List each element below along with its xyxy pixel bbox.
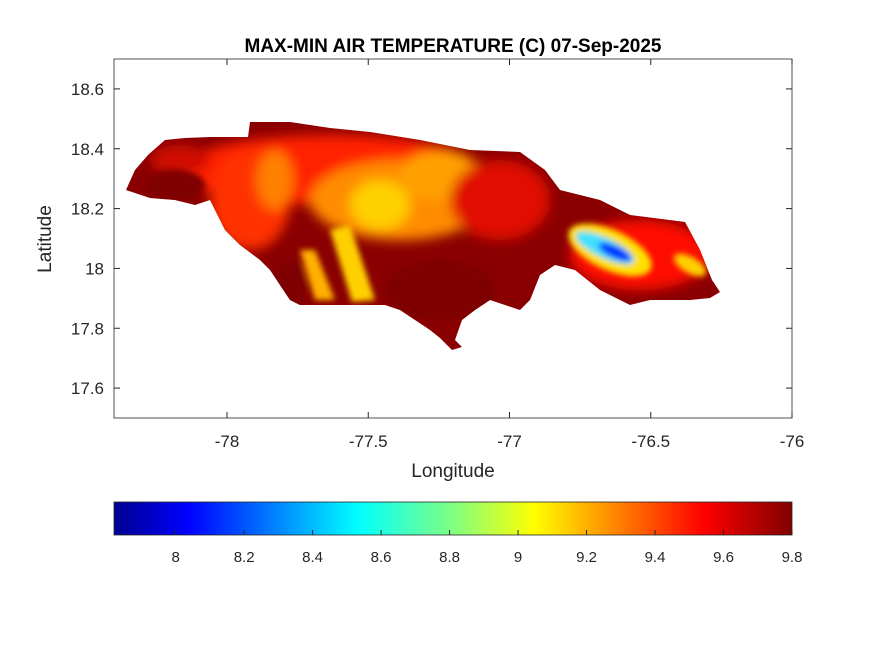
colorbar-tick-label: 9	[514, 549, 522, 566]
y-tick-label: 17.6	[71, 379, 104, 398]
colorbar-tick-label: 9.2	[576, 549, 597, 566]
field-dark-south	[385, 260, 495, 320]
y-tick-label: 18.2	[71, 200, 104, 219]
field-red-nw	[150, 145, 210, 175]
field-blue-peak	[598, 242, 632, 262]
chart-title: MAX-MIN AIR TEMPERATURE (C) 07-Sep-2025	[245, 36, 662, 57]
field-yellow-band-2	[300, 250, 335, 300]
y-tick-label: 17.8	[71, 319, 104, 338]
x-tick-label: -77	[497, 432, 522, 451]
x-tick-label: -77.5	[349, 432, 388, 451]
colorbar-tick-label: 8.4	[302, 549, 323, 566]
x-axis: -78 -77.5 -77 -76.5 -76	[215, 59, 805, 451]
x-tick-label: -78	[215, 432, 240, 451]
x-tick-label: -76.5	[631, 432, 670, 451]
colorbar-ticks: 8 8.2 8.4 8.6 8.8 9 9.2 9.4 9.6 9.8	[171, 530, 802, 566]
colorbar-tick-label: 9.6	[713, 549, 734, 566]
y-tick-label: 18.6	[71, 80, 104, 99]
x-tick-label: -76	[780, 432, 805, 451]
field-yellow-central	[350, 180, 410, 230]
x-axis-label: Longitude	[411, 461, 494, 482]
y-tick-label: 18	[85, 259, 104, 278]
colorbar-tick-label: 8	[171, 549, 179, 566]
y-axis: 17.6 17.8 18 18.2 18.4 18.6	[71, 80, 792, 398]
field-yellow-far-east	[673, 253, 707, 277]
y-tick-label: 18.4	[71, 140, 104, 159]
colorbar-tick-label: 9.4	[645, 549, 666, 566]
colorbar-tick-label: 8.6	[371, 549, 392, 566]
colorbar-tick-label: 8.8	[439, 549, 460, 566]
field-red-east	[450, 160, 550, 240]
y-axis-label: Latitude	[35, 205, 56, 273]
field-dark-sw	[145, 170, 205, 200]
field-yellow-band-1	[330, 225, 375, 302]
colorbar	[113, 501, 793, 536]
colorbar-tick-label: 9.8	[782, 549, 803, 566]
colorbar-tick-label: 8.2	[234, 549, 255, 566]
field-orange-west	[257, 150, 293, 210]
